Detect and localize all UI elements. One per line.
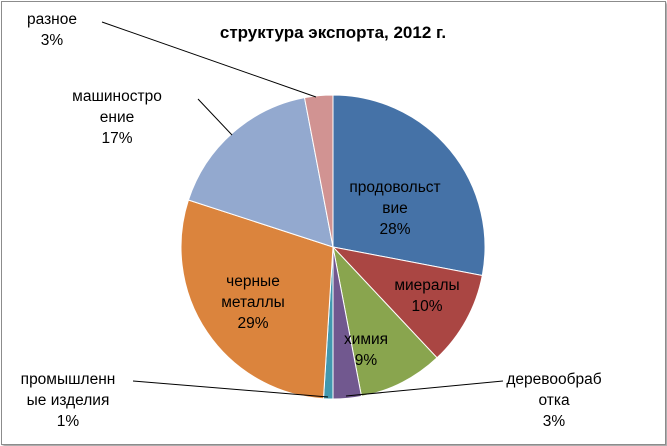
leader-line-3 — [345, 380, 504, 397]
slice-label-2: химия 9% — [344, 331, 388, 369]
slice-label-1: миералы 10% — [394, 277, 459, 315]
slice-label-0: продовольст вие 28% — [349, 179, 440, 238]
pie-slice-2 — [332, 245, 438, 397]
leader-line-4 — [132, 380, 329, 398]
pie-slice-1 — [331, 246, 483, 359]
pie-slice-5 — [180, 199, 334, 400]
pie-slice-7 — [303, 94, 334, 248]
pie-slice-6 — [187, 97, 334, 248]
slice-label-7: разное 3% — [27, 11, 77, 49]
chart-title: структура экспорта, 2012 г. — [220, 23, 446, 42]
slice-label-5: черные металлы 29% — [221, 273, 285, 332]
slice-label-6: машиностро ение 17% — [72, 88, 162, 147]
pie-slice-0 — [332, 94, 486, 277]
leader-line-7 — [101, 21, 317, 98]
slice-label-3: деревообраб отка 3% — [506, 371, 601, 430]
slice-label-4: промышленн ые изделия 1% — [21, 371, 116, 430]
leader-line-6 — [197, 98, 233, 136]
